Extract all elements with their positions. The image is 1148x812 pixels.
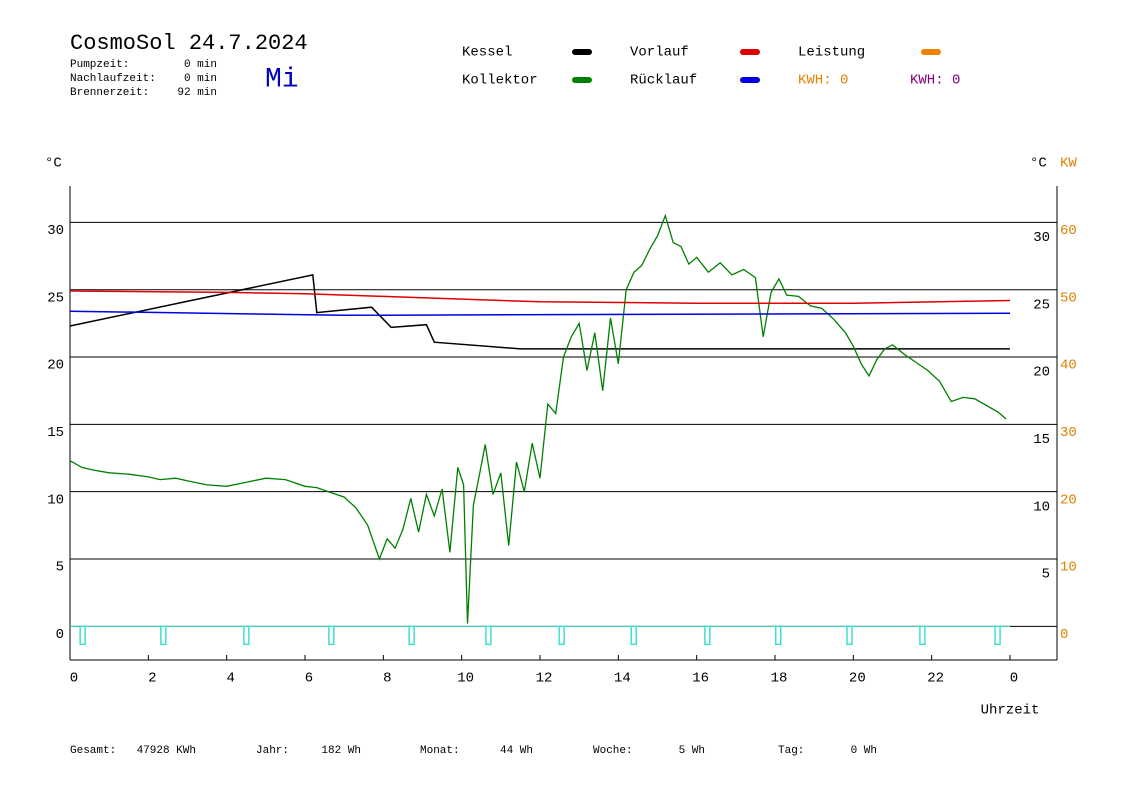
footer-label: Tag: xyxy=(778,745,804,757)
y-tick-label: 25 xyxy=(47,290,64,306)
legend-swatch xyxy=(572,77,592,83)
x-tick-label: 4 xyxy=(226,671,234,687)
footer-value: 5 Wh xyxy=(679,745,705,757)
stat-label: Nachlaufzeit: xyxy=(70,73,156,85)
footer-value: 0 Wh xyxy=(851,745,877,757)
x-tick-label: 22 xyxy=(927,671,944,687)
x-tick-label: 0 xyxy=(70,671,78,687)
x-tick-label: 10 xyxy=(457,671,474,687)
y-tick-label-right: 20 xyxy=(1033,365,1050,381)
pump-marker xyxy=(408,625,415,646)
stat-value: 0 min xyxy=(184,59,217,71)
y2-tick-label: 40 xyxy=(1060,358,1077,374)
pump-marker xyxy=(846,625,853,646)
pump-marker xyxy=(558,625,565,646)
stat-label: Brennerzeit: xyxy=(70,87,149,99)
pump-marker xyxy=(243,625,250,646)
kwh-label: KWH: 0 xyxy=(910,73,960,89)
legend-label: Leistung xyxy=(798,45,865,61)
y2-tick-label: 0 xyxy=(1060,627,1068,643)
x-axis-label: Uhrzeit xyxy=(981,703,1040,719)
series-line xyxy=(69,290,1011,304)
y-tick-label: 0 xyxy=(56,627,64,643)
footer-label: Jahr: xyxy=(256,745,289,757)
y-tick-label-right: 25 xyxy=(1033,297,1050,313)
y-tick-label: 20 xyxy=(47,358,64,374)
footer-value: 47928 KWh xyxy=(137,745,196,757)
y2-tick-label: 10 xyxy=(1060,560,1077,576)
y2-unit: KW xyxy=(1060,156,1077,172)
footer-value: 44 Wh xyxy=(500,745,533,757)
x-tick-label: 0 xyxy=(1010,671,1018,687)
title: CosmoSol 24.7.2024 xyxy=(70,31,308,56)
x-tick-label: 6 xyxy=(305,671,313,687)
legend-label: Kessel xyxy=(462,45,512,61)
footer-label: Monat: xyxy=(420,745,460,757)
kwh-label: KWH: 0 xyxy=(798,73,848,89)
legend-label: Kollektor xyxy=(462,73,538,89)
footer-label: Gesamt: xyxy=(70,745,116,757)
x-tick-label: 14 xyxy=(614,671,631,687)
y-tick-label-right: 15 xyxy=(1033,432,1050,448)
y-unit-right: °C xyxy=(1030,156,1047,172)
series-line xyxy=(69,213,1007,624)
legend-swatch xyxy=(740,77,760,83)
y-unit: °C xyxy=(45,156,62,172)
x-tick-label: 2 xyxy=(148,671,156,687)
series-line xyxy=(69,273,1010,350)
series-line xyxy=(69,310,1011,317)
footer-label: Woche: xyxy=(593,745,633,757)
legend-label: Vorlauf xyxy=(630,45,689,61)
y2-tick-label: 50 xyxy=(1060,290,1077,306)
stat-value: 92 min xyxy=(177,87,217,99)
pump-marker xyxy=(79,625,86,646)
pump-marker xyxy=(774,625,782,646)
y-tick-label-right: 5 xyxy=(1042,567,1050,583)
legend-swatch xyxy=(921,49,941,55)
y2-tick-label: 30 xyxy=(1060,425,1077,441)
y-tick-label: 30 xyxy=(47,223,64,239)
y-tick-label: 10 xyxy=(47,492,64,508)
y2-tick-label: 60 xyxy=(1060,223,1077,239)
legend-label: Rücklauf xyxy=(630,73,697,89)
pump-marker xyxy=(485,625,492,646)
legend-swatch xyxy=(572,49,592,55)
y-tick-label-right: 10 xyxy=(1033,499,1050,515)
y2-tick-label: 20 xyxy=(1060,492,1077,508)
x-tick-label: 12 xyxy=(536,671,553,687)
y-tick-label: 5 xyxy=(56,560,64,576)
pump-marker xyxy=(919,625,926,646)
pump-marker xyxy=(328,625,335,646)
pump-marker xyxy=(630,625,637,646)
x-tick-label: 20 xyxy=(849,671,866,687)
x-tick-label: 18 xyxy=(771,671,788,687)
pump-marker xyxy=(704,625,711,646)
pump-marker xyxy=(994,625,1001,646)
y-tick-label: 15 xyxy=(47,425,64,441)
x-tick-label: 8 xyxy=(383,671,391,687)
stat-value: 0 min xyxy=(184,73,217,85)
legend-swatch xyxy=(740,49,760,55)
x-tick-label: 16 xyxy=(692,671,709,687)
y-tick-label-right: 30 xyxy=(1033,230,1050,246)
pump-marker xyxy=(160,625,167,646)
footer-value: 182 Wh xyxy=(321,745,361,757)
weekday: Mi xyxy=(265,64,299,95)
stat-label: Pumpzeit: xyxy=(70,59,129,71)
